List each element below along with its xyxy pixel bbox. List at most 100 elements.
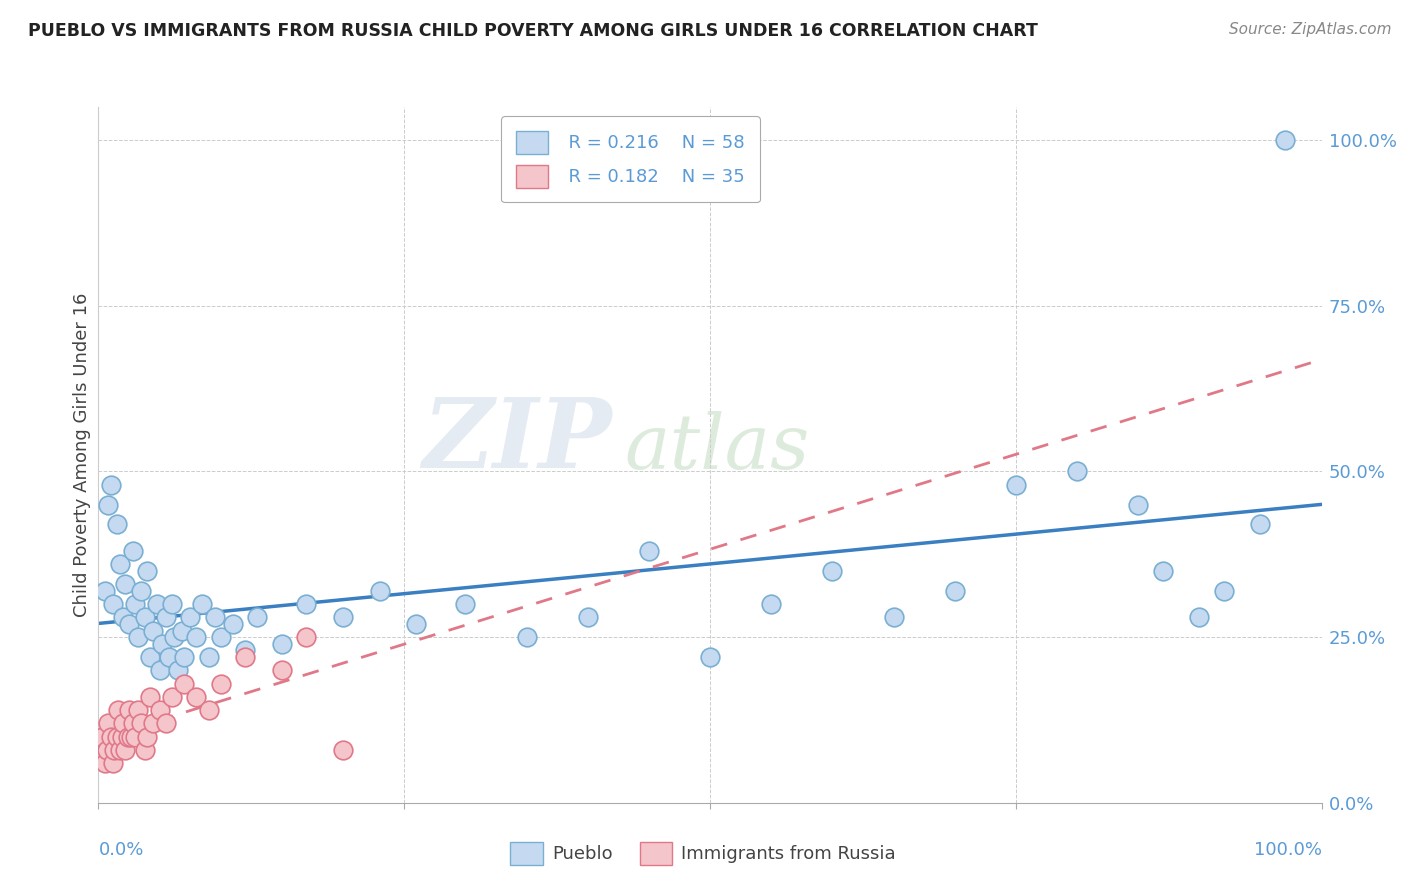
Point xyxy=(96,743,118,757)
Point xyxy=(103,743,125,757)
Point xyxy=(111,730,134,744)
Point xyxy=(368,583,391,598)
Point xyxy=(124,597,146,611)
Point xyxy=(129,583,152,598)
Text: PUEBLO VS IMMIGRANTS FROM RUSSIA CHILD POVERTY AMONG GIRLS UNDER 16 CORRELATION : PUEBLO VS IMMIGRANTS FROM RUSSIA CHILD P… xyxy=(28,22,1038,40)
Legend:   R = 0.216    N = 58,   R = 0.182    N = 35: R = 0.216 N = 58, R = 0.182 N = 35 xyxy=(502,116,759,202)
Point xyxy=(1128,498,1150,512)
Point xyxy=(142,716,165,731)
Y-axis label: Child Poverty Among Girls Under 16: Child Poverty Among Girls Under 16 xyxy=(73,293,91,617)
Point xyxy=(127,630,149,644)
Point xyxy=(209,676,232,690)
Text: 0.0%: 0.0% xyxy=(98,841,143,859)
Point xyxy=(1188,610,1211,624)
Point xyxy=(124,730,146,744)
Point xyxy=(576,610,599,624)
Point xyxy=(134,610,156,624)
Point xyxy=(118,616,141,631)
Point xyxy=(638,544,661,558)
Point xyxy=(100,730,122,744)
Point xyxy=(1066,465,1088,479)
Point xyxy=(1212,583,1234,598)
Point xyxy=(149,703,172,717)
Point xyxy=(157,650,180,665)
Point xyxy=(105,730,128,744)
Point xyxy=(163,630,186,644)
Point xyxy=(332,610,354,624)
Point xyxy=(111,610,134,624)
Point xyxy=(170,624,193,638)
Point xyxy=(1152,564,1174,578)
Point xyxy=(167,663,190,677)
Point xyxy=(136,730,159,744)
Point xyxy=(127,703,149,717)
Point xyxy=(186,630,208,644)
Point xyxy=(761,597,783,611)
Point xyxy=(173,650,195,665)
Point xyxy=(93,583,115,598)
Point xyxy=(233,643,256,657)
Point xyxy=(149,663,172,677)
Text: 100.0%: 100.0% xyxy=(1254,841,1322,859)
Point xyxy=(197,703,219,717)
Point xyxy=(1249,517,1271,532)
Point xyxy=(155,716,177,731)
Point xyxy=(883,610,905,624)
Point xyxy=(118,703,141,717)
Point xyxy=(97,716,120,731)
Point xyxy=(233,650,256,665)
Point xyxy=(139,690,162,704)
Point xyxy=(295,630,318,644)
Point xyxy=(146,597,169,611)
Point xyxy=(97,498,120,512)
Point xyxy=(821,564,844,578)
Point xyxy=(1004,477,1026,491)
Point xyxy=(405,616,427,631)
Text: ZIP: ZIP xyxy=(423,394,612,488)
Point xyxy=(100,477,122,491)
Point xyxy=(270,637,294,651)
Point xyxy=(191,597,214,611)
Point xyxy=(454,597,477,611)
Point xyxy=(295,597,318,611)
Point xyxy=(91,730,114,744)
Point xyxy=(515,630,537,644)
Point xyxy=(110,558,132,572)
Point xyxy=(110,743,132,757)
Point xyxy=(105,517,128,532)
Point xyxy=(142,624,165,638)
Point xyxy=(101,597,124,611)
Point xyxy=(270,663,294,677)
Text: Source: ZipAtlas.com: Source: ZipAtlas.com xyxy=(1229,22,1392,37)
Point xyxy=(332,743,354,757)
Point xyxy=(160,690,183,704)
Point xyxy=(222,616,245,631)
Point xyxy=(699,650,721,665)
Point xyxy=(173,676,195,690)
Point xyxy=(150,637,173,651)
Point xyxy=(943,583,966,598)
Point xyxy=(179,610,201,624)
Point xyxy=(114,743,136,757)
Point xyxy=(117,730,139,744)
Point xyxy=(197,650,219,665)
Point xyxy=(139,650,162,665)
Point xyxy=(121,716,143,731)
Point xyxy=(134,743,156,757)
Point xyxy=(101,756,124,770)
Point xyxy=(111,716,134,731)
Point xyxy=(204,610,226,624)
Point xyxy=(186,690,208,704)
Legend: Pueblo, Immigrants from Russia: Pueblo, Immigrants from Russia xyxy=(502,833,904,874)
Point xyxy=(107,703,129,717)
Point xyxy=(1274,133,1296,147)
Point xyxy=(120,730,142,744)
Point xyxy=(136,564,159,578)
Point xyxy=(160,597,183,611)
Point xyxy=(246,610,269,624)
Point xyxy=(209,630,232,644)
Point xyxy=(114,577,136,591)
Point xyxy=(121,544,143,558)
Text: atlas: atlas xyxy=(624,411,810,485)
Point xyxy=(129,716,152,731)
